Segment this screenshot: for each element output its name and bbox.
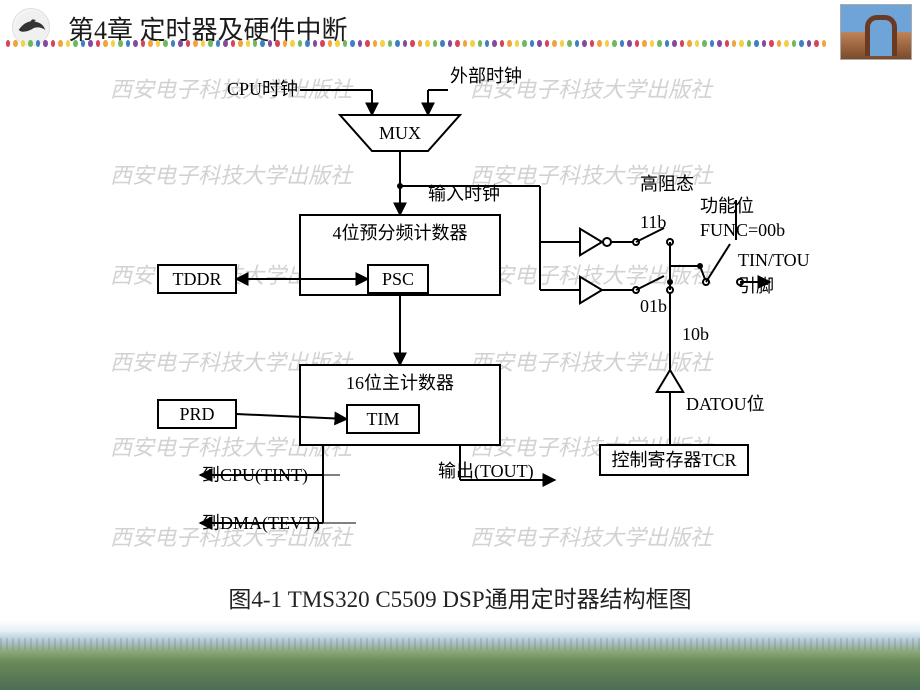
- color-dots-row: [6, 40, 826, 50]
- label-pin: 引脚: [738, 276, 774, 296]
- label-ext-clock: 外部时钟: [450, 66, 522, 86]
- buffer-up-icon: [657, 370, 683, 392]
- label-to-dma: 到DMA(TEVT): [202, 513, 320, 534]
- label-to-cpu: 到CPU(TINT): [202, 465, 308, 486]
- label-cpu-clock: CPU时钟: [227, 79, 298, 99]
- label-prescaler: 4位预分频计数器: [333, 223, 468, 243]
- label-11b: 11b: [640, 212, 666, 232]
- label-01b: 01b: [640, 296, 667, 316]
- switch-01b: [633, 276, 673, 293]
- footer-photo: [0, 620, 920, 690]
- label-tin-tout: TIN/TOU: [738, 250, 810, 270]
- buffer-icon: [580, 277, 602, 303]
- switch-func: [703, 244, 743, 285]
- label-tddr: TDDR: [173, 269, 222, 289]
- label-func-val: FUNC=00b: [700, 220, 785, 240]
- svg-text:MUX: MUX: [379, 123, 421, 143]
- slide-header: 第4章 定时器及硬件中断: [0, 0, 920, 60]
- label-func-bits: 功能位: [700, 196, 754, 216]
- block-diagram: MUX CPU时钟 外部时钟 输入时钟 4位预分频计数器 TDDR PSC 16…: [0, 60, 920, 580]
- mux-block: MUX: [340, 115, 460, 151]
- label-high-z: 高阻态: [640, 174, 694, 194]
- label-output-tout: 输出(TOUT): [438, 461, 534, 482]
- label-10b: 10b: [682, 324, 709, 344]
- label-tim: TIM: [367, 409, 400, 429]
- label-tcr: 控制寄存器TCR: [611, 450, 736, 470]
- label-datou: DATOU位: [686, 394, 765, 414]
- label-main-counter: 16位主计数器: [346, 373, 454, 393]
- label-psc: PSC: [382, 269, 414, 289]
- label-prd: PRD: [179, 404, 214, 424]
- inverter-icon: [580, 229, 611, 255]
- corner-photo-arch: [840, 4, 912, 60]
- figure-caption: 图4-1 TMS320 C5509 DSP通用定时器结构框图: [0, 580, 920, 614]
